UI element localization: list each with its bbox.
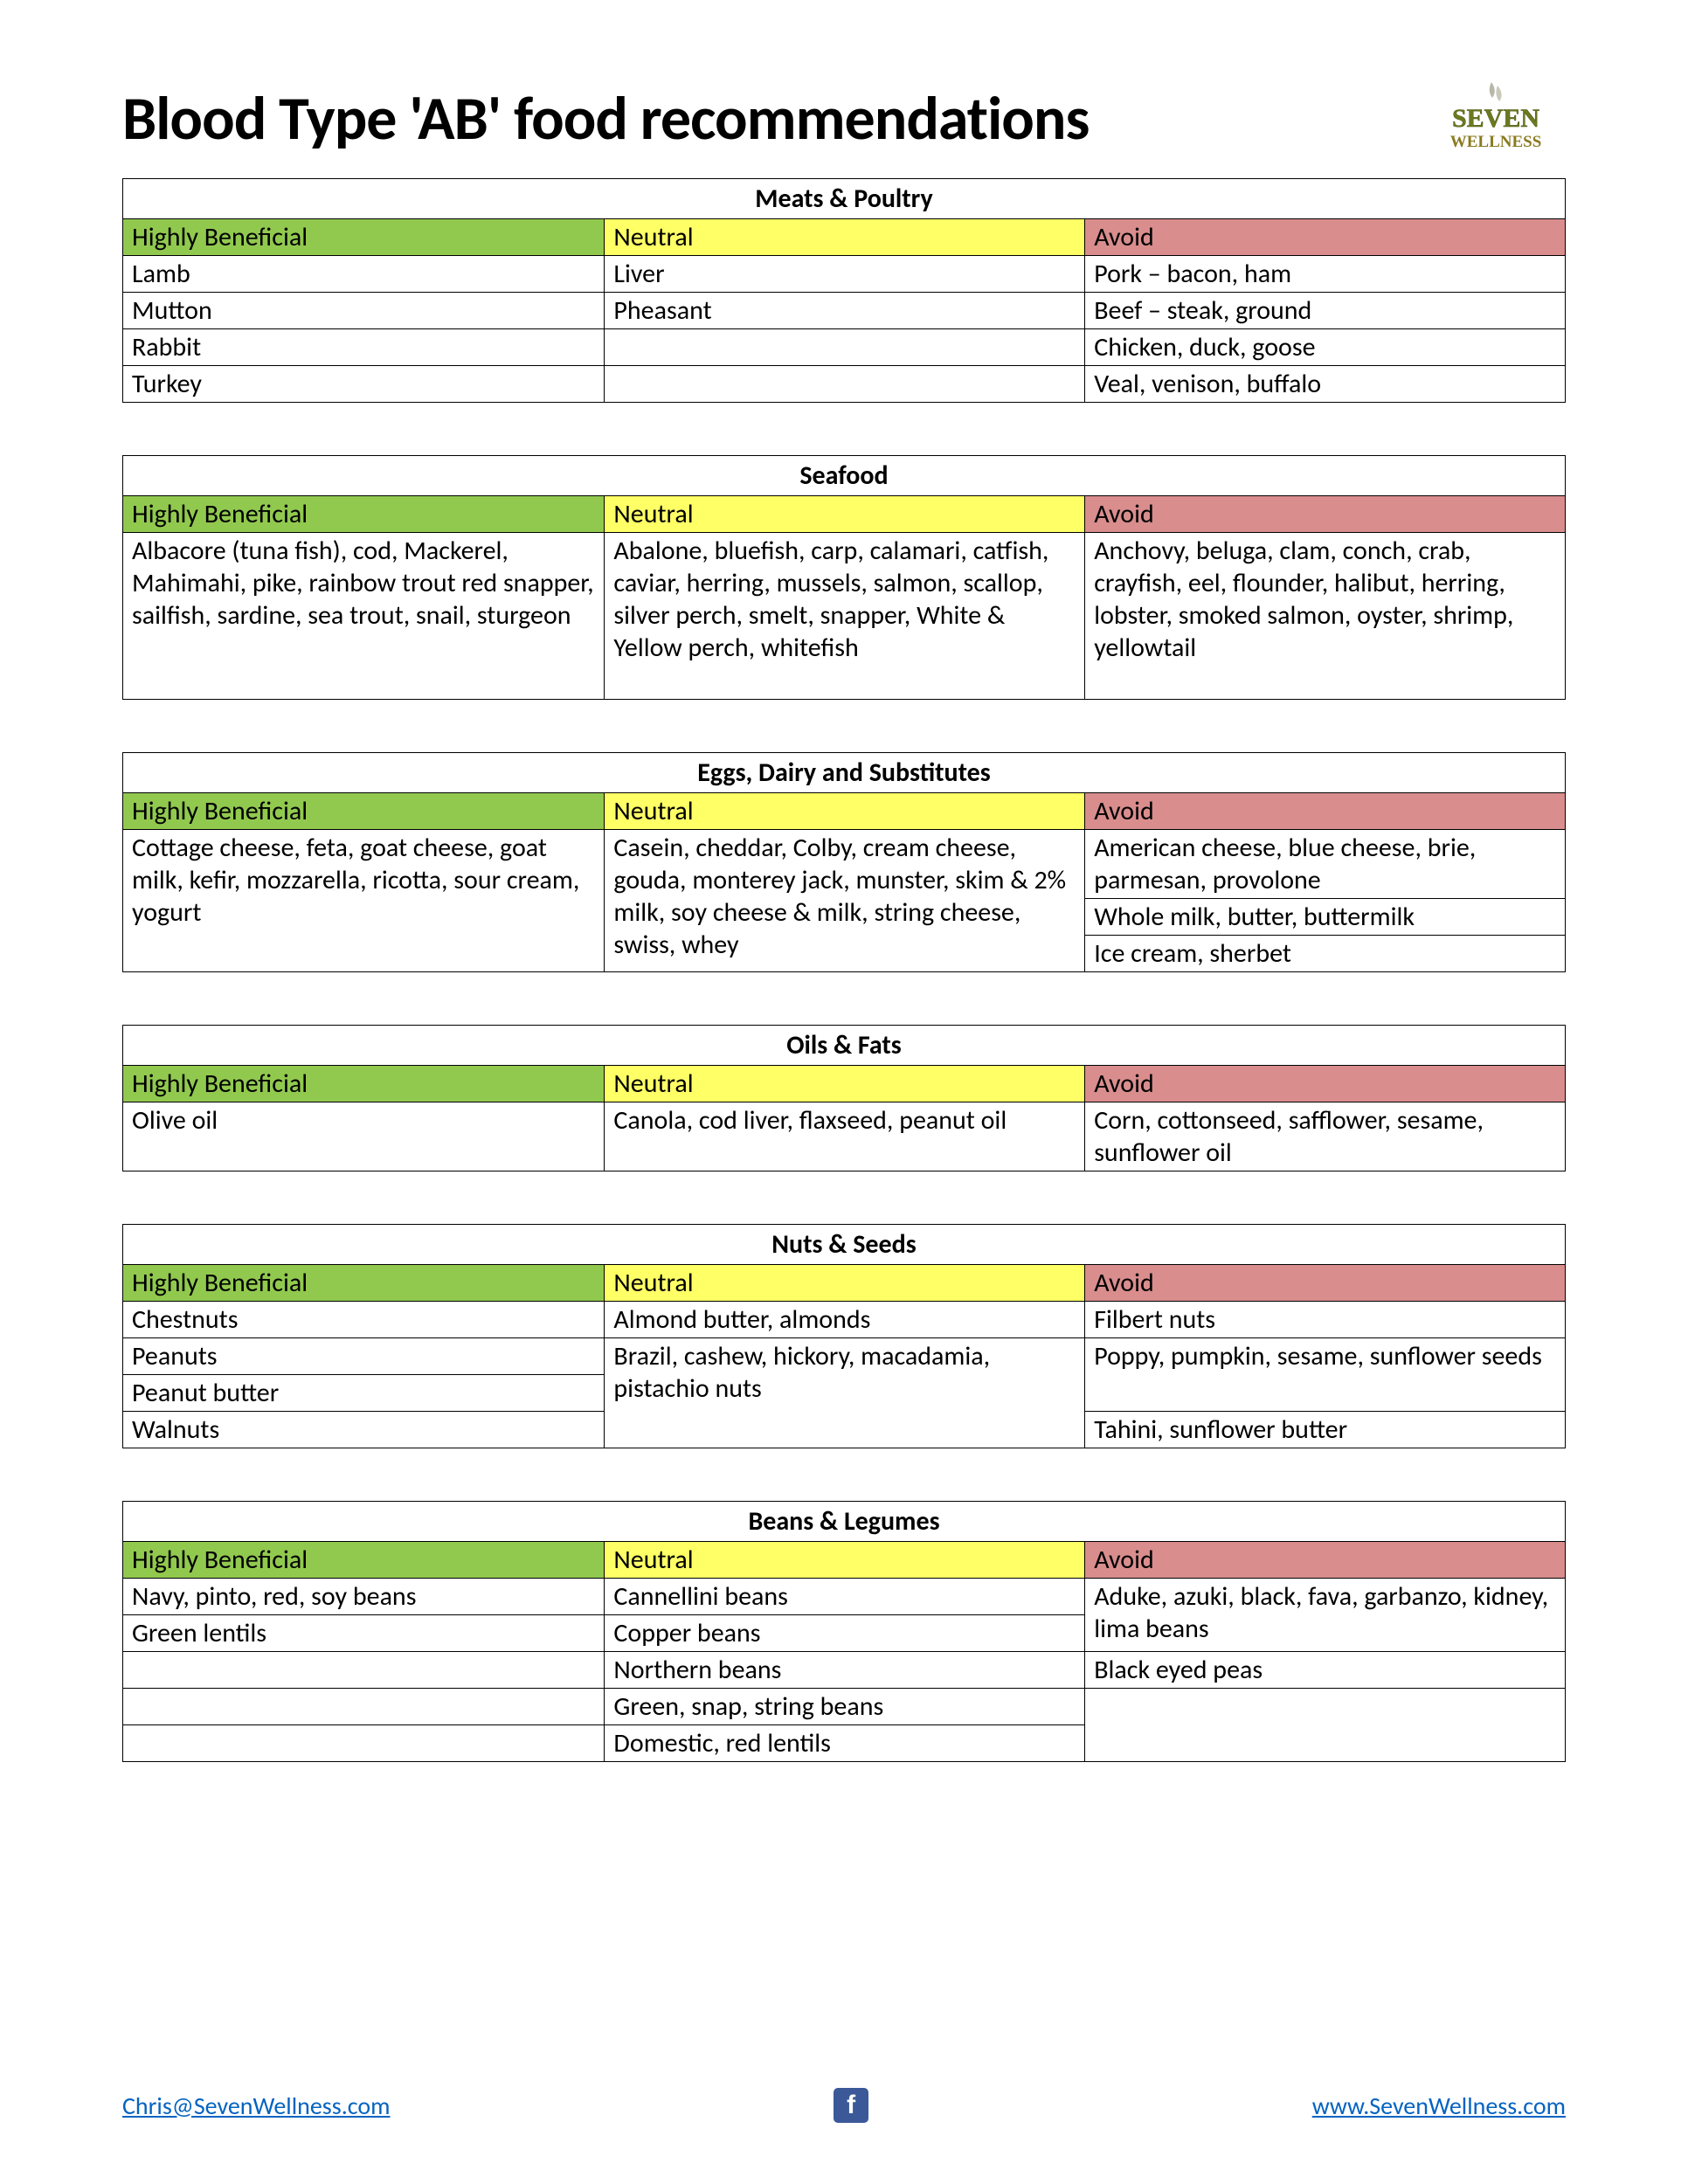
col-header-neutral: Neutral: [605, 496, 1085, 533]
food-section-table: Nuts & Seeds Highly Beneficial Neutral A…: [122, 1224, 1566, 1448]
cell-avoid: Ice cream, sherbet: [1085, 936, 1566, 972]
cell-neutral: Northern beans: [605, 1652, 1085, 1689]
col-header-beneficial: Highly Beneficial: [123, 1066, 605, 1102]
cell-avoid: Filbert nuts: [1085, 1302, 1566, 1338]
col-header-beneficial: Highly Beneficial: [123, 1265, 605, 1302]
section-title: Seafood: [123, 456, 1566, 496]
cell-avoid: Corn, cottonseed, safflower, sesame, sun…: [1085, 1102, 1566, 1171]
seven-wellness-logo: SEVEN WELLNESS: [1426, 79, 1566, 157]
cell-avoid: Aduke, azuki, black, fava, garbanzo, kid…: [1085, 1579, 1566, 1652]
cell-avoid: Poppy, pumpkin, sesame, sunflower seeds: [1085, 1338, 1566, 1412]
col-header-neutral: Neutral: [605, 1066, 1085, 1102]
cell-beneficial: Walnuts: [123, 1412, 605, 1448]
col-header-neutral: Neutral: [605, 1265, 1085, 1302]
cell-neutral: Green, snap, string beans: [605, 1689, 1085, 1725]
footer-email-link[interactable]: Chris@SevenWellness.com: [122, 2091, 391, 2121]
cell-beneficial: [123, 1689, 605, 1725]
col-header-beneficial: Highly Beneficial: [123, 219, 605, 256]
cell-beneficial: Navy, pinto, red, soy beans: [123, 1579, 605, 1615]
cell-neutral: [605, 366, 1085, 403]
cell-avoid: Tahini, sunflower butter: [1085, 1412, 1566, 1448]
section-title: Beans & Legumes: [123, 1502, 1566, 1542]
col-header-avoid: Avoid: [1085, 219, 1566, 256]
cell-neutral: Copper beans: [605, 1615, 1085, 1652]
cell-avoid: Whole milk, butter, buttermilk: [1085, 899, 1566, 936]
cell-neutral: Liver: [605, 256, 1085, 293]
cell-beneficial: Mutton: [123, 293, 605, 329]
cell-beneficial: Turkey: [123, 366, 605, 403]
col-header-avoid: Avoid: [1085, 1542, 1566, 1579]
cell-beneficial: [123, 1725, 605, 1762]
page-title: Blood Type 'AB' food recommendations: [122, 80, 1089, 156]
cell-beneficial: Albacore (tuna fish), cod, Mackerel, Mah…: [123, 533, 605, 700]
cell-avoid: American cheese, blue cheese, brie, parm…: [1085, 830, 1566, 899]
cell-avoid: [1085, 1689, 1566, 1762]
cell-neutral: Casein, cheddar, Colby, cream cheese, go…: [605, 830, 1085, 972]
cell-beneficial: Olive oil: [123, 1102, 605, 1171]
cell-avoid: Chicken, duck, goose: [1085, 329, 1566, 366]
col-header-avoid: Avoid: [1085, 1265, 1566, 1302]
cell-neutral: Domestic, red lentils: [605, 1725, 1085, 1762]
col-header-beneficial: Highly Beneficial: [123, 793, 605, 830]
food-section-table: Eggs, Dairy and Substitutes Highly Benef…: [122, 752, 1566, 972]
cell-neutral: Canola, cod liver, flaxseed, peanut oil: [605, 1102, 1085, 1171]
cell-neutral: Almond butter, almonds: [605, 1302, 1085, 1338]
cell-beneficial: Peanut butter: [123, 1375, 605, 1412]
cell-avoid: Black eyed peas: [1085, 1652, 1566, 1689]
col-header-avoid: Avoid: [1085, 793, 1566, 830]
col-header-avoid: Avoid: [1085, 496, 1566, 533]
page-footer: Chris@SevenWellness.com f www.SevenWelln…: [122, 2088, 1566, 2123]
cell-neutral: [605, 329, 1085, 366]
cell-beneficial: Cottage cheese, feta, goat cheese, goat …: [123, 830, 605, 972]
section-title: Oils & Fats: [123, 1026, 1566, 1066]
cell-avoid: Veal, venison, buffalo: [1085, 366, 1566, 403]
facebook-icon[interactable]: f: [834, 2088, 868, 2123]
section-title: Eggs, Dairy and Substitutes: [123, 753, 1566, 793]
cell-avoid: Pork – bacon, ham: [1085, 256, 1566, 293]
col-header-beneficial: Highly Beneficial: [123, 496, 605, 533]
svg-text:WELLNESS: WELLNESS: [1450, 133, 1542, 151]
col-header-avoid: Avoid: [1085, 1066, 1566, 1102]
cell-avoid: Anchovy, beluga, clam, conch, crab, cray…: [1085, 533, 1566, 700]
footer-website-link[interactable]: www.SevenWellness.com: [1312, 2091, 1566, 2121]
food-section-table: Meats & Poultry Highly Beneficial Neutra…: [122, 178, 1566, 403]
col-header-neutral: Neutral: [605, 219, 1085, 256]
cell-neutral: Brazil, cashew, hickory, macadamia, pist…: [605, 1338, 1085, 1448]
food-section-table: Beans & Legumes Highly Beneficial Neutra…: [122, 1501, 1566, 1762]
cell-avoid: Beef – steak, ground: [1085, 293, 1566, 329]
col-header-neutral: Neutral: [605, 793, 1085, 830]
food-section-table: Seafood Highly Beneficial Neutral Avoid …: [122, 455, 1566, 700]
food-section-table: Oils & Fats Highly Beneficial Neutral Av…: [122, 1025, 1566, 1171]
section-title: Nuts & Seeds: [123, 1225, 1566, 1265]
cell-beneficial: Peanuts: [123, 1338, 605, 1375]
cell-beneficial: Lamb: [123, 256, 605, 293]
cell-neutral: Abalone, bluefish, carp, calamari, catfi…: [605, 533, 1085, 700]
section-title: Meats & Poultry: [123, 179, 1566, 219]
cell-neutral: Pheasant: [605, 293, 1085, 329]
svg-text:SEVEN: SEVEN: [1452, 104, 1539, 133]
cell-beneficial: [123, 1652, 605, 1689]
cell-beneficial: Green lentils: [123, 1615, 605, 1652]
cell-neutral: Cannellini beans: [605, 1579, 1085, 1615]
cell-beneficial: Chestnuts: [123, 1302, 605, 1338]
col-header-neutral: Neutral: [605, 1542, 1085, 1579]
cell-beneficial: Rabbit: [123, 329, 605, 366]
col-header-beneficial: Highly Beneficial: [123, 1542, 605, 1579]
